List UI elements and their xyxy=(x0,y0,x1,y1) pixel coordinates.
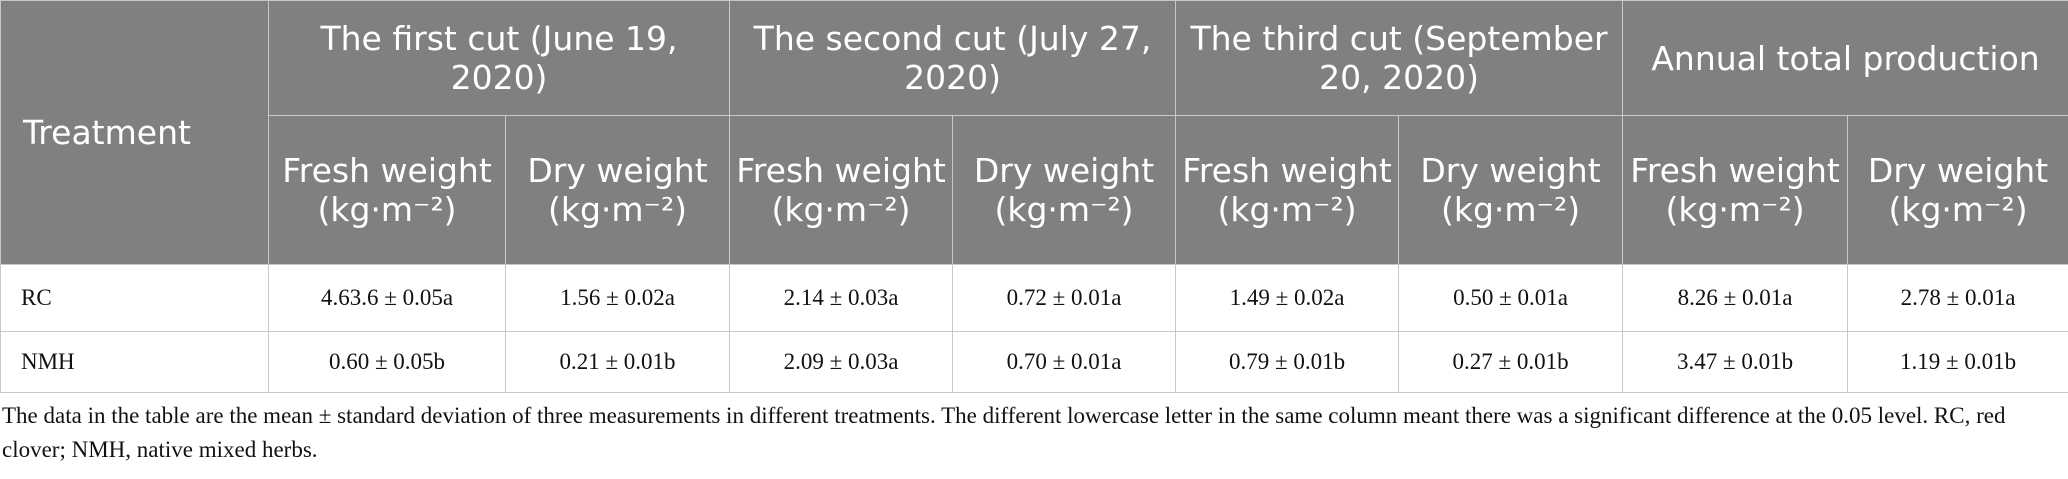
sub-header: Fresh weight (kg·m⁻²) xyxy=(268,115,506,265)
data-table: Treatment The first cut (June 19, 2020) … xyxy=(0,0,2068,393)
value-cell: 0.27 ± 0.01b xyxy=(1398,331,1624,393)
sub-header: Dry weight (kg·m⁻²) xyxy=(1847,115,2068,265)
table-row: NMH 0.60 ± 0.05b 0.21 ± 0.01b 2.09 ± 0.03a 0… xyxy=(0,331,2068,393)
value-cell: 0.50 ± 0.01a xyxy=(1398,264,1624,332)
sub-header: Fresh weight (kg·m⁻²) xyxy=(1622,115,1849,265)
sub-header-unit: (kg·m⁻²) xyxy=(1665,190,1805,229)
treatment-cell: NMH xyxy=(0,331,269,393)
sub-header-label: Fresh weight xyxy=(282,151,492,190)
group-header: The first cut (June 19, 2020) xyxy=(267,0,731,116)
value-cell: 3.47 ± 0.01b xyxy=(1622,331,1849,393)
group-header: The second cut (July 27, 2020) xyxy=(729,0,1177,116)
value-cell: 0.70 ± 0.01a xyxy=(952,331,1177,393)
sub-header-label: Fresh weight xyxy=(736,151,946,190)
treatment-header: Treatment xyxy=(0,0,269,265)
value-cell: 1.49 ± 0.02a xyxy=(1175,264,1400,332)
value-cell: 2.14 ± 0.03a xyxy=(729,264,954,332)
sub-header-label: Dry weight xyxy=(527,151,708,190)
sub-header-unit: (kg·m⁻²) xyxy=(771,190,911,229)
sub-header-label: Fresh weight xyxy=(1630,151,1840,190)
sub-header-label: Dry weight xyxy=(973,151,1155,190)
group-header: The third cut (September 20, 2020) xyxy=(1175,0,1624,116)
sub-header: Dry weight (kg·m⁻²) xyxy=(504,115,731,265)
value-cell: 2.09 ± 0.03a xyxy=(729,331,954,393)
value-cell: 4.63.6 ± 0.05a xyxy=(268,264,506,332)
value-cell: 0.72 ± 0.01a xyxy=(952,264,1177,332)
sub-header-label: Fresh weight xyxy=(1182,151,1392,190)
sub-header-unit: (kg·m⁻²) xyxy=(547,190,688,229)
value-cell: 0.21 ± 0.01b xyxy=(504,331,731,393)
footnote: The data in the table are the mean ± sta… xyxy=(2,403,2006,462)
value-cell: 2.78 ± 0.01a xyxy=(1847,264,2068,332)
sub-header-unit: (kg·m⁻²) xyxy=(994,190,1134,229)
sub-header: Dry weight (kg·m⁻²) xyxy=(1398,115,1624,265)
value-cell: 0.60 ± 0.05b xyxy=(268,331,506,393)
sub-header: Fresh weight (kg·m⁻²) xyxy=(1175,115,1400,265)
sub-header-label: Dry weight xyxy=(1867,151,2049,190)
table-row: RC 4.63.6 ± 0.05a 1.56 ± 0.02a 2.14 ± 0.03a… xyxy=(0,264,2068,332)
sub-header-unit: (kg·m⁻²) xyxy=(1888,190,2028,229)
treatment-cell: RC xyxy=(0,264,269,332)
value-cell: 0.79 ± 0.01b xyxy=(1175,331,1400,393)
sub-header-unit: (kg·m⁻²) xyxy=(1217,190,1357,229)
value-cell: 1.56 ± 0.02a xyxy=(504,264,731,332)
group-header: Annual total production xyxy=(1622,0,2068,116)
sub-header: Fresh weight (kg·m⁻²) xyxy=(729,115,954,265)
sub-header-label: Dry weight xyxy=(1420,151,1601,190)
sub-header-unit: (kg·m⁻²) xyxy=(1440,190,1581,229)
value-cell: 8.26 ± 0.01a xyxy=(1622,264,1849,332)
sub-header: Dry weight (kg·m⁻²) xyxy=(952,115,1177,265)
value-cell: 1.19 ± 0.01b xyxy=(1847,331,2068,393)
sub-header-unit: (kg·m⁻²) xyxy=(317,190,457,229)
